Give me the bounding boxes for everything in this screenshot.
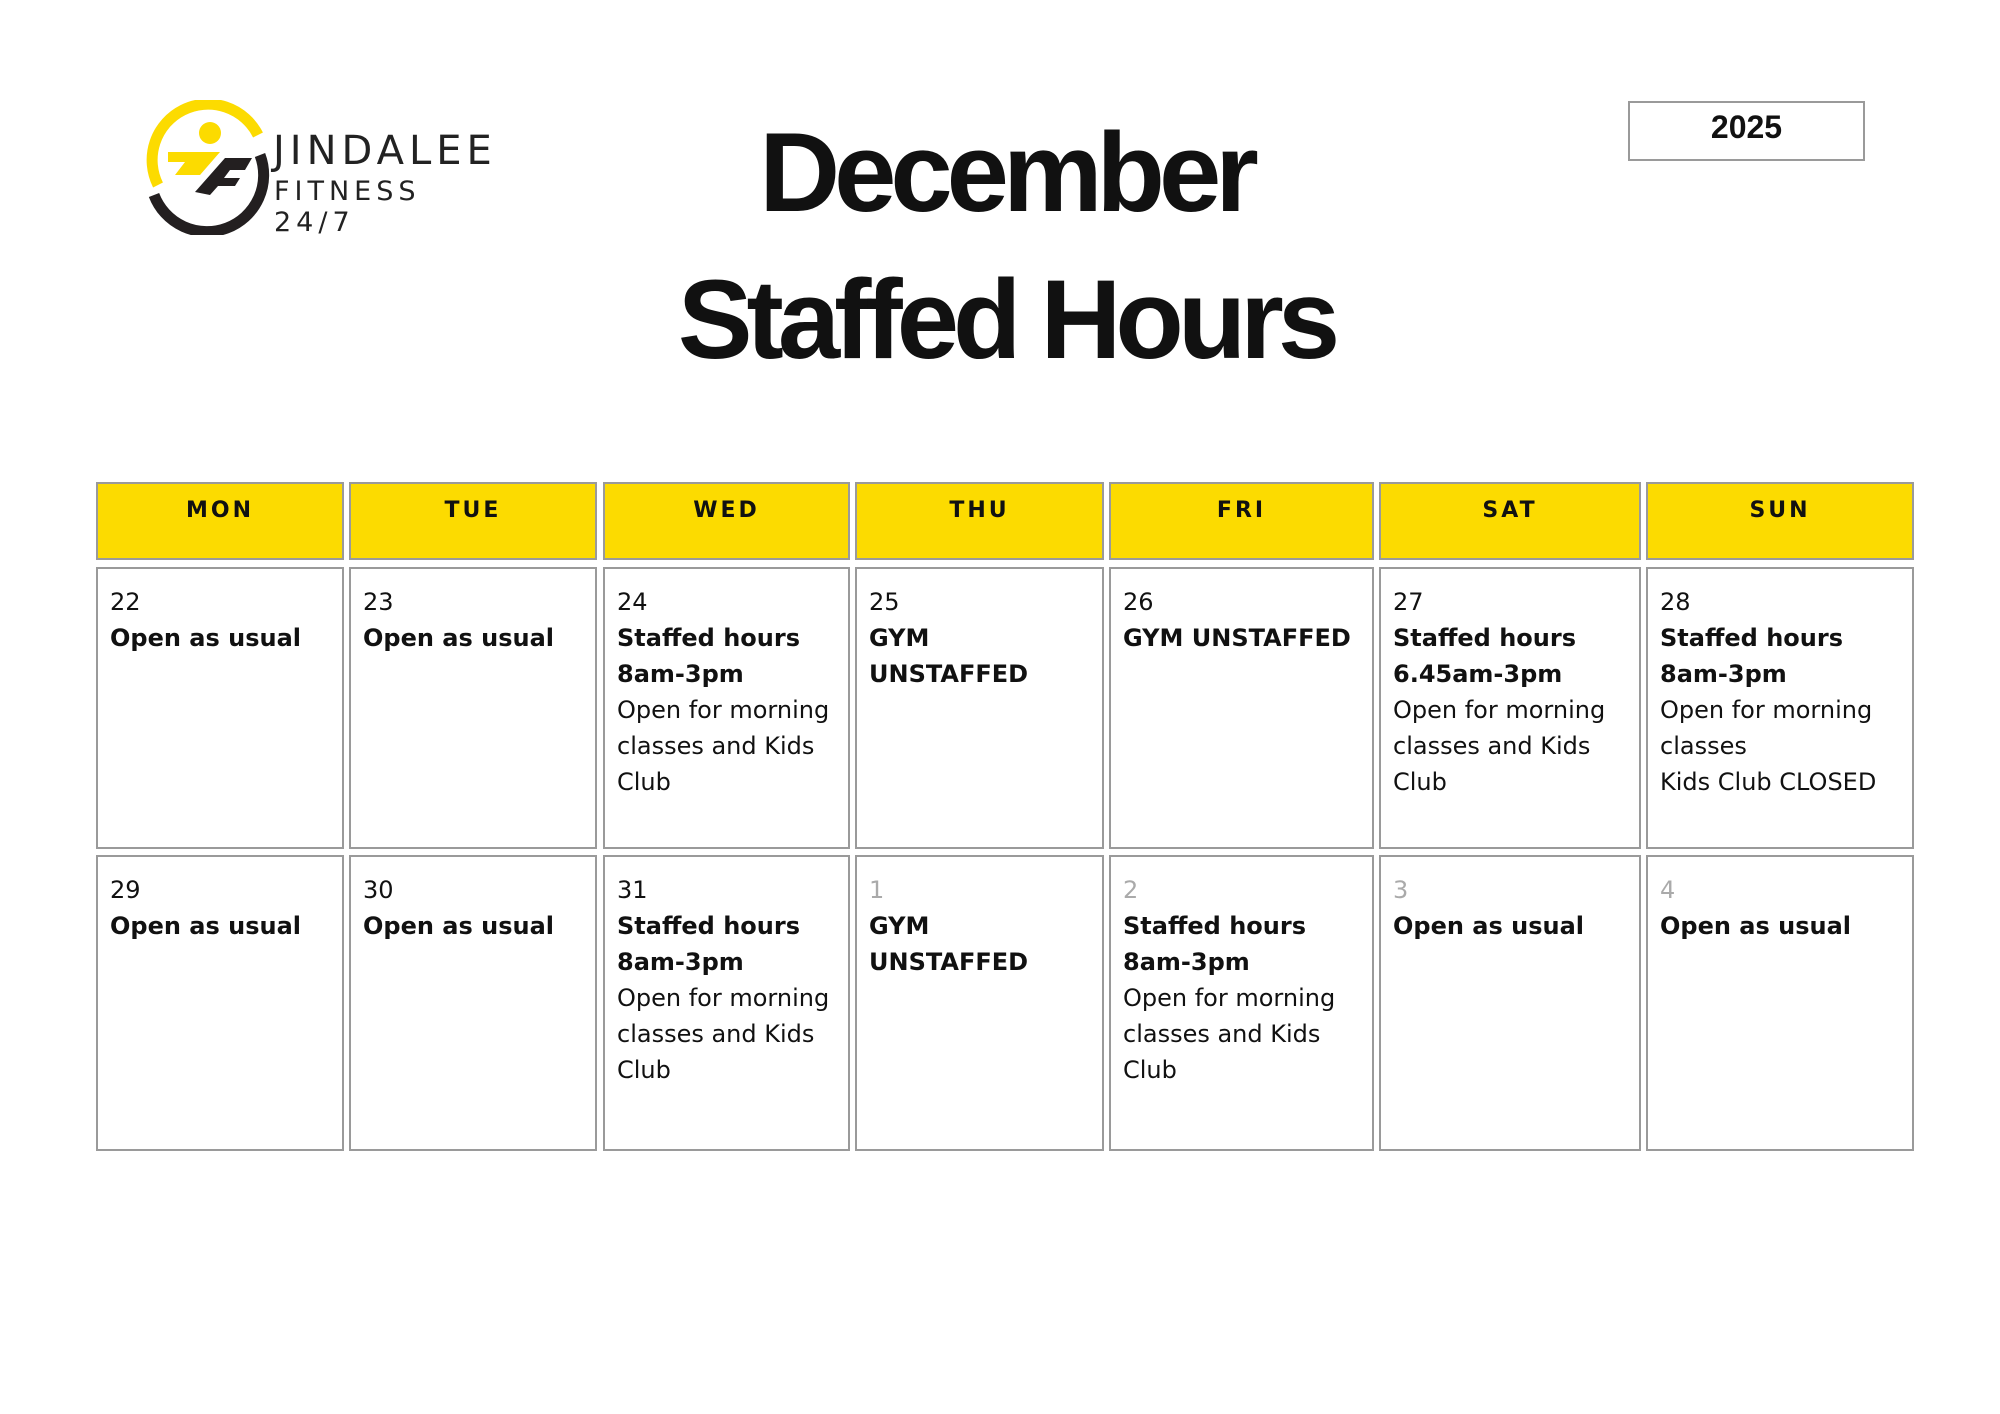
day-note: Open for morning classes and Kids Club [1393, 696, 1606, 796]
day-number: 22 [110, 588, 141, 616]
calendar-day-cell: 31 Staffed hours 8am-3pm Open for morning c… [603, 855, 850, 1151]
day-number: 29 [110, 876, 141, 904]
day-status: Open as usual [363, 624, 555, 652]
day-status: GYM UNSTAFFED [869, 912, 1029, 976]
day-status: Staffed hours [1393, 624, 1576, 652]
day-note: Kids Club CLOSED [1660, 768, 1877, 796]
day-status: Open as usual [110, 912, 302, 940]
day-note: Open for morning classes and Kids Club [617, 696, 830, 796]
day-status: GYM UNSTAFFED [869, 624, 1029, 688]
day-number: 4 [1660, 876, 1676, 904]
calendar-day-cell: 23 Open as usual [349, 567, 597, 849]
jindalee-fitness-logo: JINDALEE FITNESS 24/7 [140, 100, 510, 238]
day-status: 8am-3pm [617, 660, 744, 688]
day-status: 6.45am-3pm [1393, 660, 1563, 688]
calendar-day-cell: 22 Open as usual [96, 567, 344, 849]
day-number: 26 [1123, 588, 1154, 616]
day-header-tue: TUE [349, 482, 597, 560]
calendar-day-cell: 1 GYM UNSTAFFED [855, 855, 1104, 1151]
day-status: Open as usual [110, 624, 302, 652]
day-status: 8am-3pm [617, 948, 744, 976]
day-status: Staffed hours [1123, 912, 1306, 940]
calendar-day-cell: 28 Staffed hours 8am-3pm Open for morning c… [1646, 567, 1914, 849]
day-header-wed: WED [603, 482, 850, 560]
day-status: Staffed hours [617, 624, 800, 652]
day-note: Open for morning classes and Kids Club [1123, 984, 1336, 1084]
day-status: Open as usual [363, 912, 555, 940]
day-status: 8am-3pm [1123, 948, 1250, 976]
page-title-month: December [759, 110, 1259, 235]
calendar-day-cell: 29 Open as usual [96, 855, 344, 1151]
day-status: Staffed hours [617, 912, 800, 940]
logo-emblem-icon [146, 100, 270, 235]
day-status: Open as usual [1393, 912, 1585, 940]
day-status: 8am-3pm [1660, 660, 1787, 688]
calendar-day-cell: 30 Open as usual [349, 855, 597, 1151]
year-box: 2025 [1628, 101, 1865, 161]
day-header-mon: MON [96, 482, 344, 560]
day-status: Staffed hours [1660, 624, 1843, 652]
logo-name: JINDALEE [273, 128, 497, 174]
logo-subtitle: FITNESS 24/7 [274, 176, 421, 238]
calendar-day-cell: 3 Open as usual [1379, 855, 1641, 1151]
calendar-day-cell: 27 Staffed hours 6.45am-3pm Open for mornin… [1379, 567, 1641, 849]
day-status: GYM UNSTAFFED [1123, 624, 1351, 652]
day-number: 23 [363, 588, 394, 616]
day-number: 3 [1393, 876, 1409, 904]
day-status: Open as usual [1660, 912, 1852, 940]
day-header-sun: SUN [1646, 482, 1914, 560]
calendar-day-cell: 26 GYM UNSTAFFED [1109, 567, 1374, 849]
page-title-subtitle: Staffed Hours [677, 257, 1340, 382]
calendar-day-cell: 24 Staffed hours 8am-3pm Open for morning c… [603, 567, 850, 849]
day-header-sat: SAT [1379, 482, 1641, 560]
day-note: Open for morning classes [1660, 696, 1873, 760]
day-number: 1 [869, 876, 885, 904]
day-number: 31 [617, 876, 648, 904]
calendar-day-cell: 2 Staffed hours 8am-3pm Open for morning cl… [1109, 855, 1374, 1151]
calendar-day-cell: 4 Open as usual [1646, 855, 1914, 1151]
day-header-thu: THU [855, 482, 1104, 560]
day-number: 24 [617, 588, 648, 616]
day-number: 2 [1123, 876, 1139, 904]
day-number: 30 [363, 876, 394, 904]
day-number: 28 [1660, 588, 1691, 616]
calendar-day-cell: 25 GYM UNSTAFFED [855, 567, 1104, 849]
day-number: 27 [1393, 588, 1424, 616]
day-note: Open for morning classes and Kids Club [617, 984, 830, 1084]
day-number: 25 [869, 588, 900, 616]
day-header-fri: FRI [1109, 482, 1374, 560]
